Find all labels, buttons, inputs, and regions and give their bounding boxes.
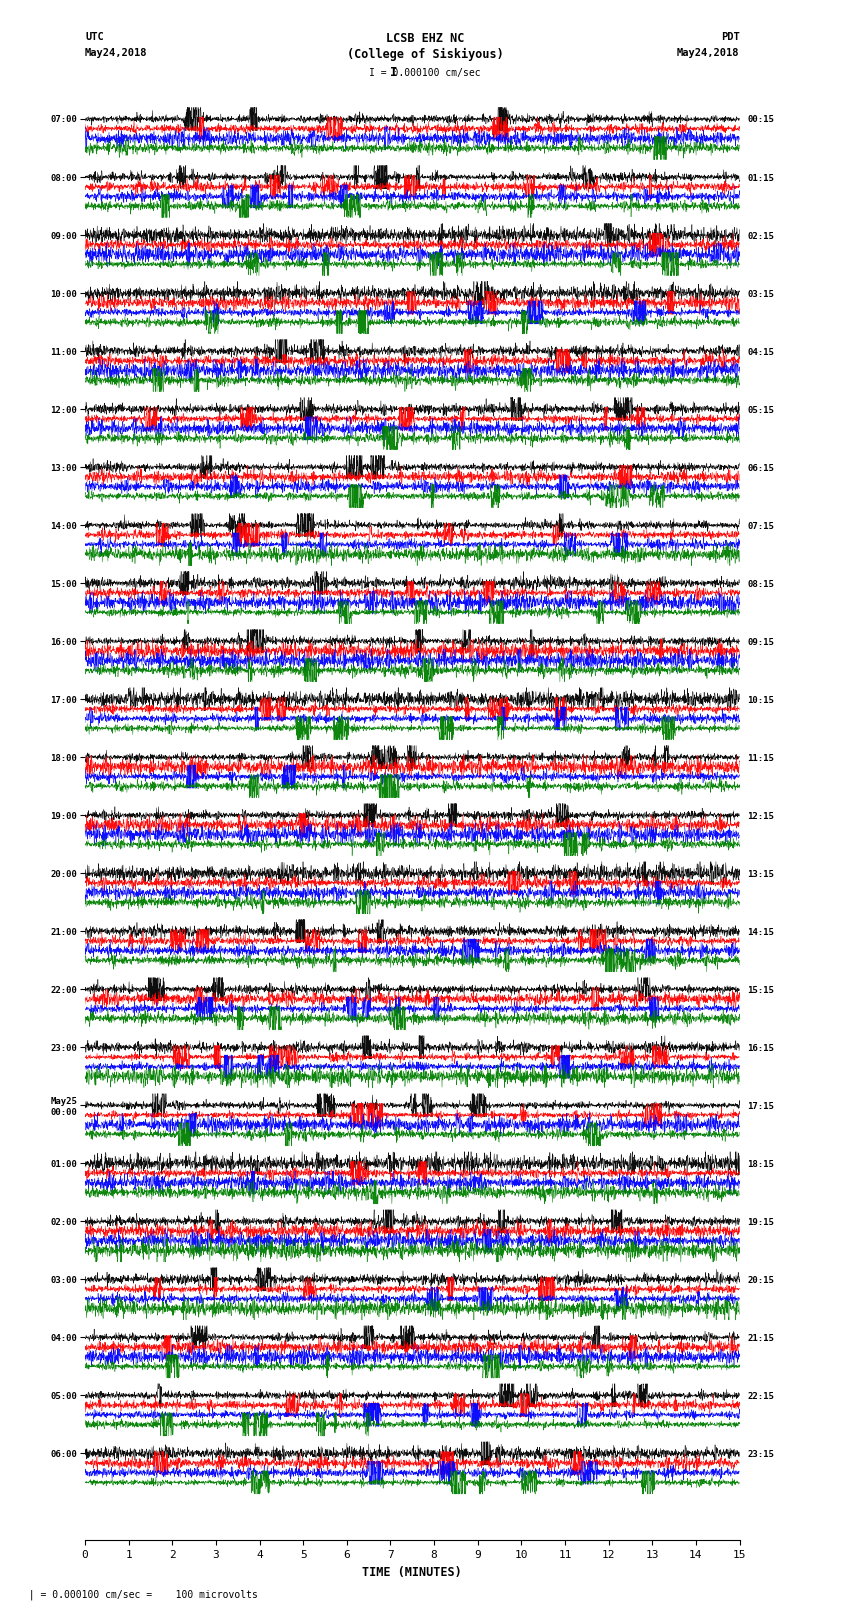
Text: (College of Siskiyous): (College of Siskiyous): [347, 48, 503, 61]
Text: I: I: [390, 66, 397, 79]
Text: LCSB EHZ NC: LCSB EHZ NC: [386, 32, 464, 45]
Text: May24,2018: May24,2018: [85, 48, 148, 58]
Text: PDT: PDT: [721, 32, 740, 42]
Text: May24,2018: May24,2018: [677, 48, 740, 58]
Text: | = 0.000100 cm/sec =    100 microvolts: | = 0.000100 cm/sec = 100 microvolts: [17, 1589, 258, 1600]
Text: UTC: UTC: [85, 32, 104, 42]
X-axis label: TIME (MINUTES): TIME (MINUTES): [362, 1566, 462, 1579]
Text: I = 0.000100 cm/sec: I = 0.000100 cm/sec: [369, 68, 481, 77]
